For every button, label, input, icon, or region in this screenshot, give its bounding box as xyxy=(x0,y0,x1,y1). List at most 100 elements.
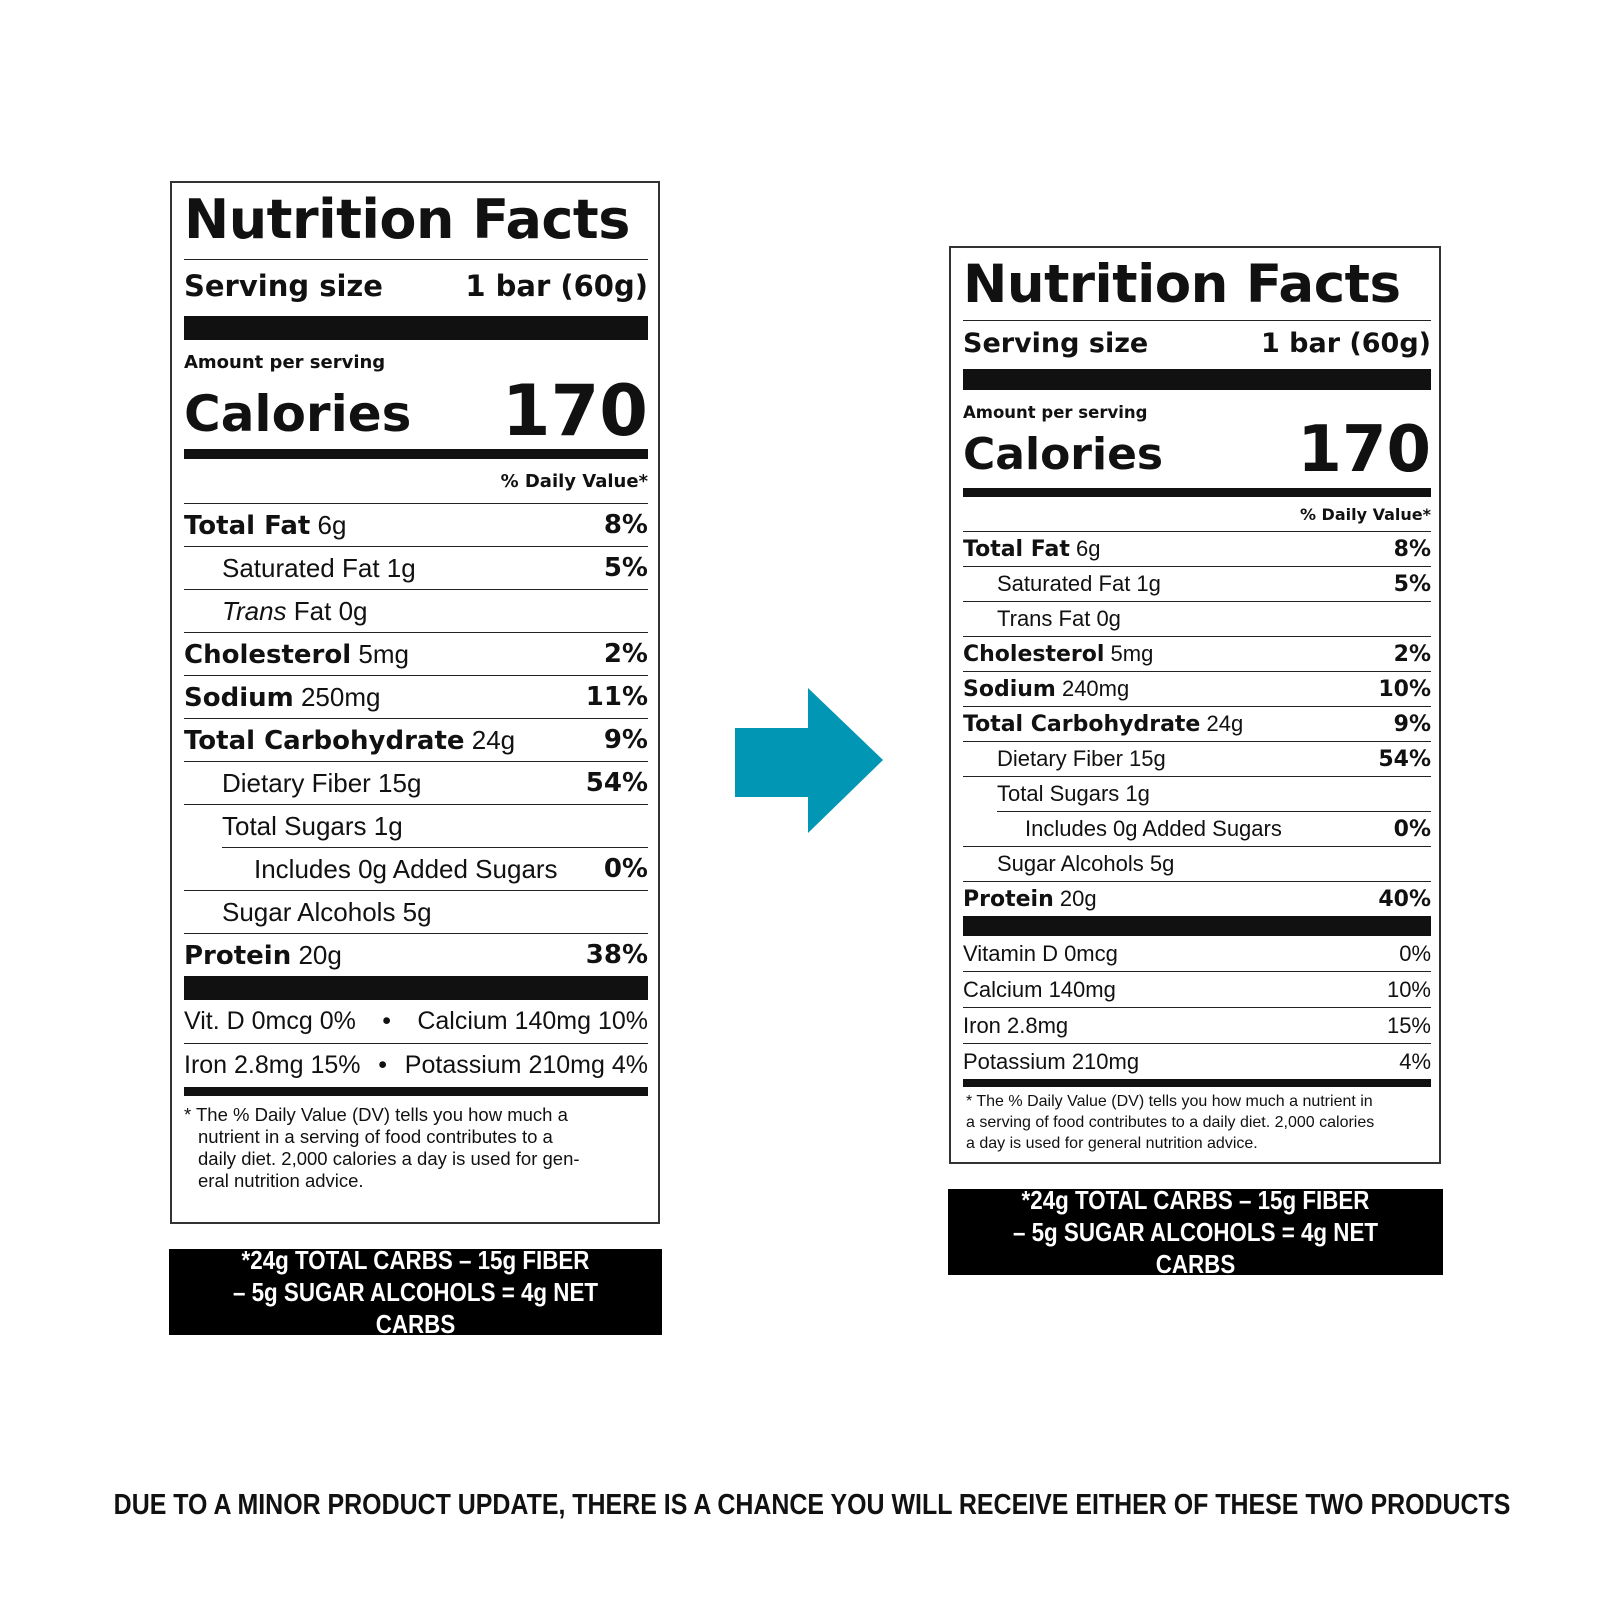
new-nutrient-rows: Total Fat 6g 8% Saturated Fat 1g 5% Trans Fa… xyxy=(963,531,1431,916)
nutrient-row: Sodium 240mg 10% xyxy=(963,672,1431,706)
nutrient-daily-value: 9% xyxy=(1393,711,1431,737)
vitamin-name: Vitamin D 0mcg xyxy=(963,940,1118,966)
row-divider xyxy=(963,1043,1431,1044)
nutrient-daily-value: 5% xyxy=(603,553,648,583)
nutrient-row: Dietary Fiber 15g 54% xyxy=(184,762,648,804)
vitamin-name: Potassium 210mg xyxy=(963,1048,1140,1074)
nutrient-name: Cholesterol 5mg xyxy=(963,641,1154,667)
serving-size-value: 1 bar (60g) xyxy=(1260,327,1431,359)
nutrient-daily-value: 0% xyxy=(1393,816,1431,842)
serving-size-label: Serving size xyxy=(963,327,1149,359)
nutrient-name: Trans Fat 0g xyxy=(997,606,1121,631)
product-update-notice: DUE TO A MINOR PRODUCT UPDATE, THERE IS … xyxy=(113,1489,1511,1521)
nutrient-row: Sugar Alcohols 5g xyxy=(184,891,648,933)
nutrient-name: Protein 20g xyxy=(963,886,1097,912)
row-divider xyxy=(963,566,1431,567)
daily-value-footnote: * The % Daily Value (DV) tells you how m… xyxy=(184,1104,580,1191)
nutrient-daily-value: 2% xyxy=(603,639,648,669)
nutrient-daily-value: 0% xyxy=(603,854,648,884)
amount-per-serving: Amount per serving xyxy=(963,403,1148,422)
nutrient-row: Trans Fat 0g xyxy=(963,602,1431,636)
nutrient-row: Saturated Fat 1g 5% xyxy=(184,547,648,589)
nutrient-name: Total Sugars 1g xyxy=(997,781,1150,806)
serving-size-label: Serving size xyxy=(184,269,383,303)
nutrient-name: Includes 0g Added Sugars xyxy=(1025,816,1282,841)
nutrient-name: Includes 0g Added Sugars xyxy=(254,853,558,884)
row-divider xyxy=(184,761,648,762)
nutrient-row: Total Carbohydrate 24g 9% xyxy=(963,707,1431,741)
row-divider xyxy=(184,933,648,934)
daily-value-header: % Daily Value* xyxy=(500,470,648,492)
nutrient-daily-value: 5% xyxy=(1393,571,1431,597)
row-divider xyxy=(184,546,648,547)
nutrient-row: Dietary Fiber 15g 54% xyxy=(963,742,1431,776)
nutrient-row: Includes 0g Added Sugars 0% xyxy=(184,848,648,890)
label-title: Nutrition Facts xyxy=(184,188,630,251)
nutrient-daily-value: 11% xyxy=(585,682,648,712)
nutrient-name: Protein 20g xyxy=(184,939,342,971)
nutrient-daily-value: 54% xyxy=(585,768,648,798)
calories-value: 170 xyxy=(501,370,648,452)
net-carbs-line2: – 5g SUGAR ALCOHOLS = 4g NET CARBS xyxy=(1012,1217,1379,1279)
row-divider xyxy=(963,881,1431,882)
bullet-separator: • xyxy=(382,1007,391,1035)
net-carbs-line1: *24g TOTAL CARBS – 15g FIBER xyxy=(241,1245,590,1275)
row-divider xyxy=(963,636,1431,637)
nutrient-daily-value: 54% xyxy=(1378,746,1431,772)
net-carbs-line2: – 5g SUGAR ALCOHOLS = 4g NET CARBS xyxy=(232,1277,599,1339)
nutrient-daily-value: 10% xyxy=(1378,676,1431,702)
row-divider xyxy=(963,971,1431,972)
nutrient-name: Cholesterol 5mg xyxy=(184,638,409,670)
nutrient-daily-value: 40% xyxy=(1378,886,1431,912)
nutrient-name: Sodium 240mg xyxy=(963,676,1130,702)
nutrient-name: Total Carbohydrate 24g xyxy=(184,724,516,756)
thick-divider xyxy=(184,316,648,340)
vitamin-right: Calcium 140mg 10% xyxy=(417,1007,648,1035)
net-carbs-line1: *24g TOTAL CARBS – 15g FIBER xyxy=(1021,1185,1370,1215)
daily-value-header: % Daily Value* xyxy=(1299,504,1431,524)
row-divider xyxy=(963,1007,1431,1008)
nutrient-row: Cholesterol 5mg 2% xyxy=(184,633,648,675)
nutrient-row: Protein 20g 38% xyxy=(184,934,648,976)
nutrient-daily-value: 38% xyxy=(585,940,648,970)
row-divider xyxy=(963,776,1431,777)
row-divider xyxy=(184,890,648,891)
thick-divider xyxy=(184,976,648,1000)
nutrient-row: Total Sugars 1g xyxy=(963,777,1431,811)
row-divider xyxy=(963,846,1431,847)
row-divider xyxy=(184,503,648,504)
row-divider xyxy=(963,741,1431,742)
nutrient-name: Total Fat 6g xyxy=(184,509,347,541)
vitamin-daily-value: 4% xyxy=(1399,1048,1431,1074)
calories-label: Calories xyxy=(184,385,412,443)
nutrient-name: Total Sugars 1g xyxy=(222,810,403,841)
vitamin-row: Iron 2.8mg 15% • Potassium 210mg 4% xyxy=(184,1044,648,1087)
amount-per-serving: Amount per serving xyxy=(184,352,386,373)
vitamin-right: Potassium 210mg 4% xyxy=(404,1051,648,1079)
nutrient-row: Saturated Fat 1g 5% xyxy=(963,567,1431,601)
nutrient-name: Saturated Fat 1g xyxy=(997,571,1161,596)
nutrient-row: Trans Fat 0g xyxy=(184,590,648,632)
old-vitamin-rows: Vit. D 0mcg 0% • Calcium 140mg 10% Iron 2.8… xyxy=(184,1000,648,1087)
medium-divider xyxy=(184,1087,648,1096)
row-divider xyxy=(222,847,648,848)
medium-divider xyxy=(963,488,1431,497)
nutrient-row: Sodium 250mg 11% xyxy=(184,676,648,718)
nutrient-row: Total Fat 6g 8% xyxy=(963,532,1431,566)
nutrient-name: Sugar Alcohols 5g xyxy=(222,896,432,927)
new-vitamin-rows: Vitamin D 0mcg 0% Calcium 140mg 10% Iron 2.8… xyxy=(963,936,1431,1079)
label-title: Nutrition Facts xyxy=(963,254,1401,315)
nutrient-row: Protein 20g 40% xyxy=(963,882,1431,916)
vitamin-left: Vit. D 0mcg 0% xyxy=(184,1007,356,1035)
row-divider xyxy=(963,671,1431,672)
vitamin-row: Vit. D 0mcg 0% • Calcium 140mg 10% xyxy=(184,1000,648,1043)
net-carbs-box-old: *24g TOTAL CARBS – 15g FIBER – 5g SUGAR … xyxy=(169,1245,662,1339)
medium-divider xyxy=(963,1079,1431,1087)
old-nutrition-label: Nutrition Facts Serving size 1 bar (60g)… xyxy=(170,181,660,1224)
row-divider xyxy=(184,804,648,805)
nutrient-daily-value: 8% xyxy=(603,510,648,540)
nutrient-row: Total Fat 6g 8% xyxy=(184,504,648,546)
vitamin-daily-value: 15% xyxy=(1386,1012,1431,1038)
vitamin-daily-value: 0% xyxy=(1399,940,1431,966)
nutrient-name: Dietary Fiber 15g xyxy=(222,767,422,798)
